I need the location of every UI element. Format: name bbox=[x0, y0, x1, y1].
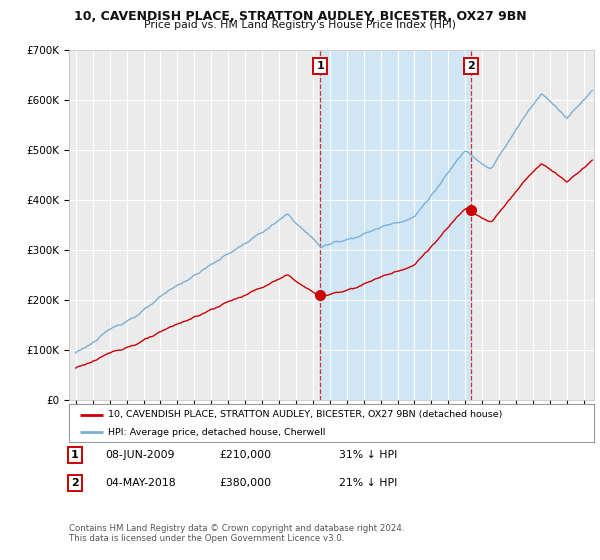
Text: Price paid vs. HM Land Registry's House Price Index (HPI): Price paid vs. HM Land Registry's House … bbox=[144, 20, 456, 30]
Bar bbox=[320, 50, 471, 400]
Text: 1: 1 bbox=[316, 61, 324, 71]
Text: 04-MAY-2018: 04-MAY-2018 bbox=[105, 478, 176, 488]
Text: 2: 2 bbox=[467, 61, 475, 71]
Text: £380,000: £380,000 bbox=[219, 478, 271, 488]
Text: 10, CAVENDISH PLACE, STRATTON AUDLEY, BICESTER, OX27 9BN (detached house): 10, CAVENDISH PLACE, STRATTON AUDLEY, BI… bbox=[109, 410, 503, 419]
Text: Contains HM Land Registry data © Crown copyright and database right 2024.: Contains HM Land Registry data © Crown c… bbox=[69, 524, 404, 533]
Text: This data is licensed under the Open Government Licence v3.0.: This data is licensed under the Open Gov… bbox=[69, 534, 344, 543]
Text: HPI: Average price, detached house, Cherwell: HPI: Average price, detached house, Cher… bbox=[109, 428, 326, 437]
Text: 31% ↓ HPI: 31% ↓ HPI bbox=[339, 450, 397, 460]
Text: 2: 2 bbox=[71, 478, 79, 488]
Text: 08-JUN-2009: 08-JUN-2009 bbox=[105, 450, 175, 460]
Text: £210,000: £210,000 bbox=[219, 450, 271, 460]
Text: 10, CAVENDISH PLACE, STRATTON AUDLEY, BICESTER, OX27 9BN: 10, CAVENDISH PLACE, STRATTON AUDLEY, BI… bbox=[74, 10, 526, 23]
Text: 21% ↓ HPI: 21% ↓ HPI bbox=[339, 478, 397, 488]
Text: 1: 1 bbox=[71, 450, 79, 460]
